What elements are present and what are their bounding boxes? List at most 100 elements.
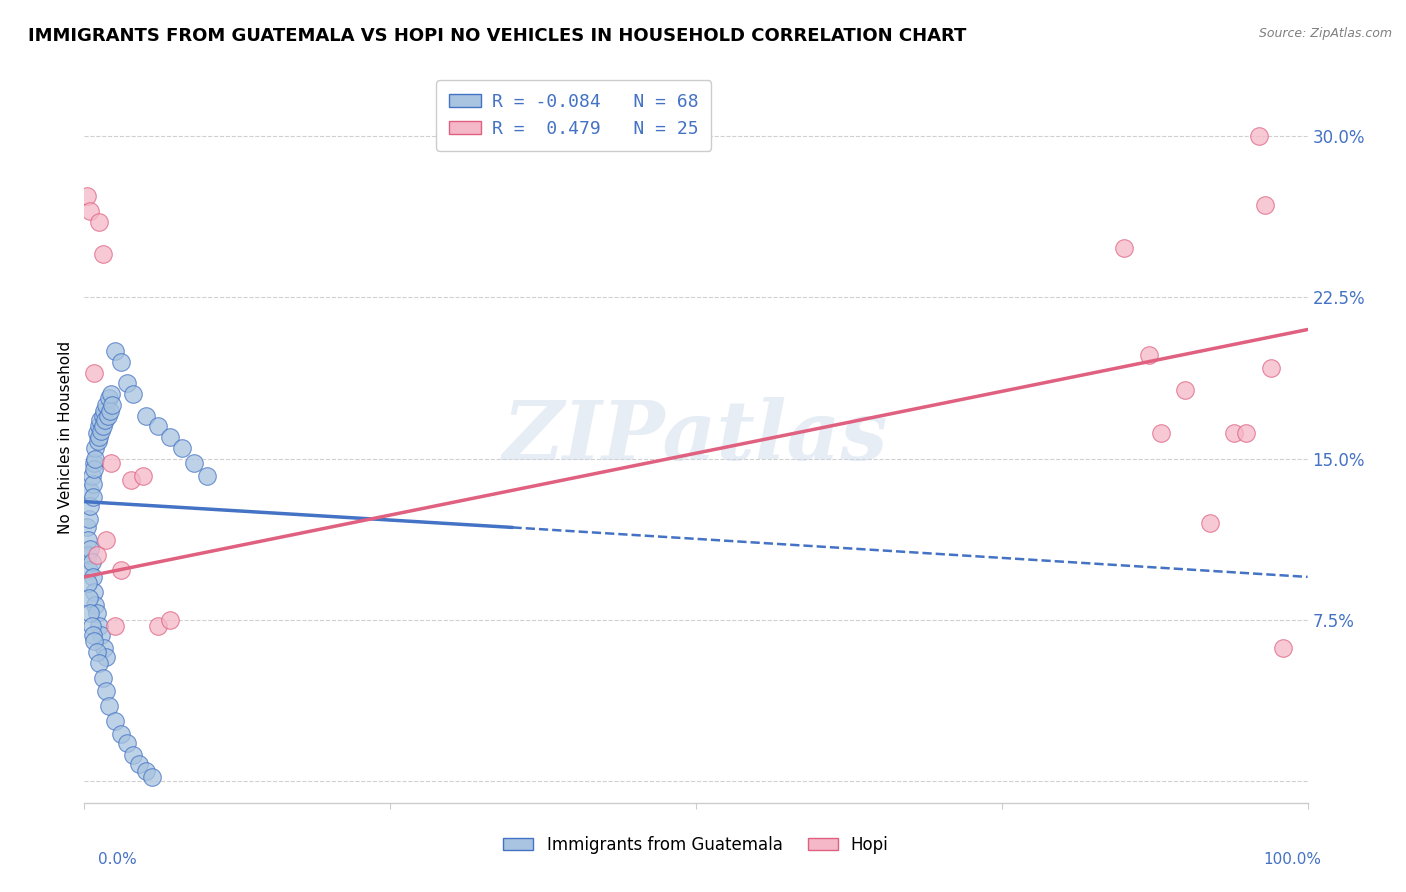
Text: IMMIGRANTS FROM GUATEMALA VS HOPI NO VEHICLES IN HOUSEHOLD CORRELATION CHART: IMMIGRANTS FROM GUATEMALA VS HOPI NO VEH… [28, 27, 966, 45]
Point [80, 468, 103, 483]
Point [96, 533, 118, 548]
Point [1260, 361, 1282, 376]
Point [115, 735, 138, 749]
Point [104, 714, 127, 728]
Text: Source: ZipAtlas.com: Source: ZipAtlas.com [1258, 27, 1392, 40]
Point [159, 613, 181, 627]
Point [100, 456, 122, 470]
Point [96, 398, 118, 412]
Point [1174, 383, 1197, 397]
Point [77, 533, 100, 548]
Point [83, 585, 105, 599]
Point [79, 499, 101, 513]
Point [87, 430, 110, 444]
Point [84, 451, 107, 466]
Point [77, 549, 100, 563]
Y-axis label: No Vehicles in Household: No Vehicles in Household [58, 341, 73, 533]
Point [77, 576, 100, 591]
Text: 100.0%: 100.0% [1264, 852, 1322, 867]
Point [87, 215, 110, 229]
Point [83, 462, 105, 476]
Point [146, 419, 169, 434]
Point [87, 434, 110, 449]
Point [1198, 516, 1220, 530]
Point [77, 512, 100, 526]
Point [159, 430, 181, 444]
Point [97, 392, 120, 406]
Text: ZIPatlas: ZIPatlas [503, 397, 889, 477]
Point [1254, 198, 1277, 212]
Point [86, 549, 108, 563]
Point [1137, 348, 1160, 362]
Point [97, 698, 120, 713]
Point [91, 671, 114, 685]
Point [100, 387, 122, 401]
Point [1272, 640, 1295, 655]
Point [1150, 425, 1173, 440]
Point [104, 619, 127, 633]
Point [172, 441, 194, 455]
Point [135, 409, 157, 423]
Point [1247, 128, 1270, 143]
Point [132, 468, 155, 483]
Point [84, 441, 107, 455]
Point [79, 204, 101, 219]
Point [82, 628, 104, 642]
Point [79, 541, 101, 556]
Point [83, 456, 105, 470]
Point [86, 645, 108, 659]
Point [101, 398, 124, 412]
Point [97, 409, 120, 423]
Point [122, 748, 145, 763]
Point [195, 468, 218, 483]
Point [128, 757, 150, 772]
Point [1223, 425, 1246, 440]
Point [96, 684, 118, 698]
Point [122, 387, 145, 401]
Point [93, 640, 115, 655]
Point [83, 634, 105, 648]
Point [83, 366, 105, 380]
Point [146, 619, 169, 633]
Point [104, 344, 127, 359]
Point [79, 607, 101, 621]
Point [1236, 425, 1258, 440]
Point [87, 619, 110, 633]
Point [110, 727, 132, 741]
Point [76, 189, 98, 203]
Point [91, 409, 114, 423]
Point [91, 419, 114, 434]
Text: 0.0%: 0.0% [98, 852, 138, 867]
Point [76, 520, 98, 534]
Point [82, 491, 104, 505]
Point [141, 770, 163, 784]
Point [183, 456, 205, 470]
Point [79, 483, 101, 498]
Point [87, 419, 110, 434]
Point [1114, 241, 1136, 255]
Point [80, 555, 103, 569]
Point [135, 764, 157, 778]
Point [86, 607, 108, 621]
Point [82, 570, 104, 584]
Point [82, 477, 104, 491]
Point [77, 591, 100, 606]
Point [80, 619, 103, 633]
Point [115, 376, 138, 391]
Point [120, 473, 142, 487]
Point [90, 628, 112, 642]
Point [77, 564, 100, 578]
Legend: Immigrants from Guatemala, Hopi: Immigrants from Guatemala, Hopi [496, 829, 896, 860]
Point [94, 413, 117, 427]
Point [93, 404, 115, 418]
Point [110, 355, 132, 369]
Point [96, 649, 118, 664]
Point [89, 413, 111, 427]
Point [84, 598, 107, 612]
Point [110, 564, 132, 578]
Point [90, 424, 112, 438]
Point [91, 247, 114, 261]
Point [86, 425, 108, 440]
Point [87, 656, 110, 670]
Point [98, 404, 121, 418]
